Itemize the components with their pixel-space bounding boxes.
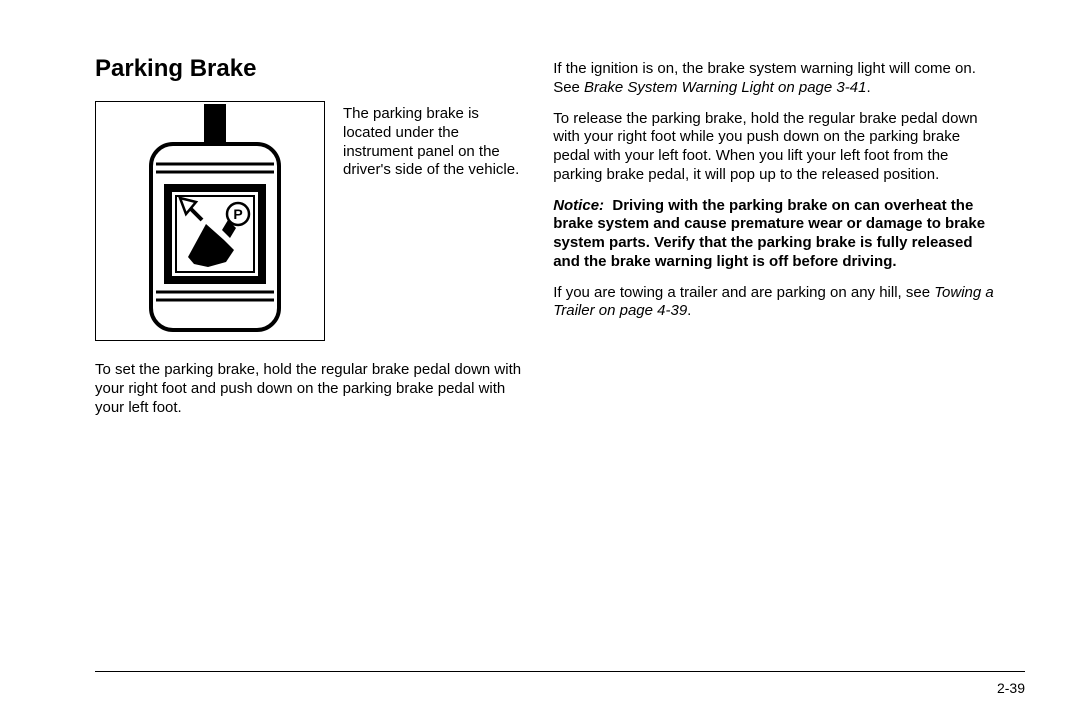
brake-warning-light-reference: Brake System Warning Light on page 3-41 — [584, 79, 866, 96]
right-p1-text-b: . — [866, 79, 870, 96]
illustration-row: P The parking brake is located under the… — [95, 101, 523, 341]
notice-label: Notice: — [553, 197, 604, 214]
right-paragraph-2: To release the parking brake, hold the r… — [553, 110, 1000, 185]
notice-text: Driving with the parking brake on can ov… — [553, 197, 985, 270]
footer-rule — [95, 671, 1025, 672]
svg-text:P: P — [233, 206, 242, 222]
right-p3-text-a: If you are towing a trailer and are park… — [553, 284, 934, 301]
page-content: Parking Brake — [0, 0, 1080, 469]
parking-brake-pedal-icon: P — [96, 102, 326, 342]
right-paragraph-3: If you are towing a trailer and are park… — [553, 284, 1000, 322]
right-p3-text-b: . — [687, 302, 691, 319]
left-paragraph-1: To set the parking brake, hold the regul… — [95, 361, 523, 417]
left-column: Parking Brake — [95, 55, 523, 429]
illustration-caption: The parking brake is located under the i… — [343, 101, 523, 180]
parking-brake-illustration: P — [95, 101, 325, 341]
page-heading: Parking Brake — [95, 55, 523, 83]
right-column: If the ignition is on, the brake system … — [553, 55, 1000, 429]
page-number: 2-39 — [997, 680, 1025, 696]
right-paragraph-1: If the ignition is on, the brake system … — [553, 60, 1000, 98]
notice-paragraph: Notice: Driving with the parking brake o… — [553, 197, 1000, 272]
